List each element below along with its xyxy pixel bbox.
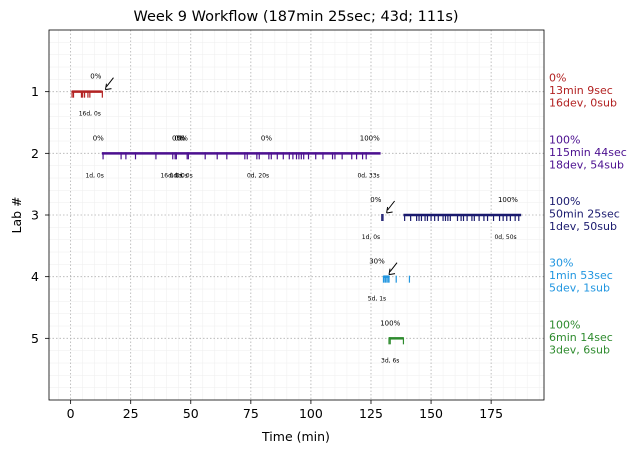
x-tick-label: 100 <box>299 406 323 421</box>
percent-annotation: 0% <box>370 196 381 204</box>
lab-summary-line: 3dev, 6sub <box>549 343 610 356</box>
x-tick-label: 50 <box>183 406 199 421</box>
time-annotation: 0d, 50s <box>494 234 516 241</box>
time-annotation: 0d, 0s <box>170 172 188 179</box>
lab-summary-line: 50min 25sec <box>549 208 620 221</box>
x-tick-label: 175 <box>479 406 503 421</box>
percent-annotation: 0% <box>93 134 104 142</box>
lab-summary-line: 13min 9sec <box>549 84 613 97</box>
time-annotation: 1d, 0s <box>85 172 103 179</box>
lab-summary-line: 1min 53sec <box>549 269 613 282</box>
lab-summary-line: 0% <box>549 72 566 85</box>
x-tick-label: 25 <box>123 406 139 421</box>
time-annotation: 5d, 1s <box>368 296 386 303</box>
x-tick-label: 150 <box>419 406 443 421</box>
y-tick-label: 1 <box>31 84 39 99</box>
y-axis-label: Lab # <box>9 196 24 233</box>
lab-summary-line: 5dev, 1sub <box>549 282 610 295</box>
arrow-line <box>389 262 398 272</box>
percent-annotation: 0% <box>172 134 183 142</box>
percent-annotation: 30% <box>369 258 385 266</box>
axis-ticks: 0 25 50 75 100 125 150 175 1 2 3 4 5 <box>31 84 503 421</box>
lab-summary-line: 1dev, 50sub <box>549 220 617 233</box>
y-tick-label: 5 <box>31 331 39 346</box>
percent-annotation: 0% <box>261 134 272 142</box>
time-annotation: 0d, 20s <box>247 172 269 179</box>
time-annotation: 3d, 6s <box>381 357 399 364</box>
time-annotation: 16d, 0s <box>160 172 182 179</box>
percent-annotation: 100% <box>380 319 400 327</box>
y-tick-label: 2 <box>31 146 39 161</box>
lab-summary-line: 100% <box>549 195 580 208</box>
arrow-head <box>386 206 393 214</box>
percent-annotation: 0% <box>177 134 188 142</box>
time-annotation: 16d, 0s <box>79 111 101 118</box>
lab-summary-line: 18dev, 54sub <box>549 158 624 171</box>
time-annotation: 0d, 33s <box>357 172 379 179</box>
percent-annotation: 100% <box>498 196 518 204</box>
percent-annotation: 100% <box>360 134 380 142</box>
arrow-line <box>106 77 114 87</box>
lab-summary-line: 6min 14sec <box>549 331 613 344</box>
lab-summary-line: 115min 44sec <box>549 146 627 159</box>
lab-summary-line: 100% <box>549 133 580 146</box>
y-tick-label: 4 <box>31 269 39 284</box>
chart-title: Week 9 Workflow (187min 25sec; 43d; 111s… <box>133 9 458 25</box>
lab-summary-line: 30% <box>549 257 573 270</box>
arrow-head <box>104 83 112 91</box>
percent-annotation: 0% <box>90 73 101 81</box>
x-tick-label: 0 <box>67 406 75 421</box>
time-annotation: 1d, 0s <box>362 234 380 241</box>
x-tick-label: 125 <box>359 406 383 421</box>
y-tick-label: 3 <box>31 208 39 223</box>
lab-summary-line: 100% <box>549 318 580 331</box>
x-axis-label: Time (min) <box>261 429 330 444</box>
time-annotation: 0d, 0s <box>174 172 192 179</box>
arrow-line <box>387 200 396 211</box>
arrow-head <box>388 268 396 276</box>
x-tick-label: 75 <box>243 406 259 421</box>
lab-summary-line: 16dev, 0sub <box>549 97 617 110</box>
percent-annotation: 0% <box>174 134 185 142</box>
